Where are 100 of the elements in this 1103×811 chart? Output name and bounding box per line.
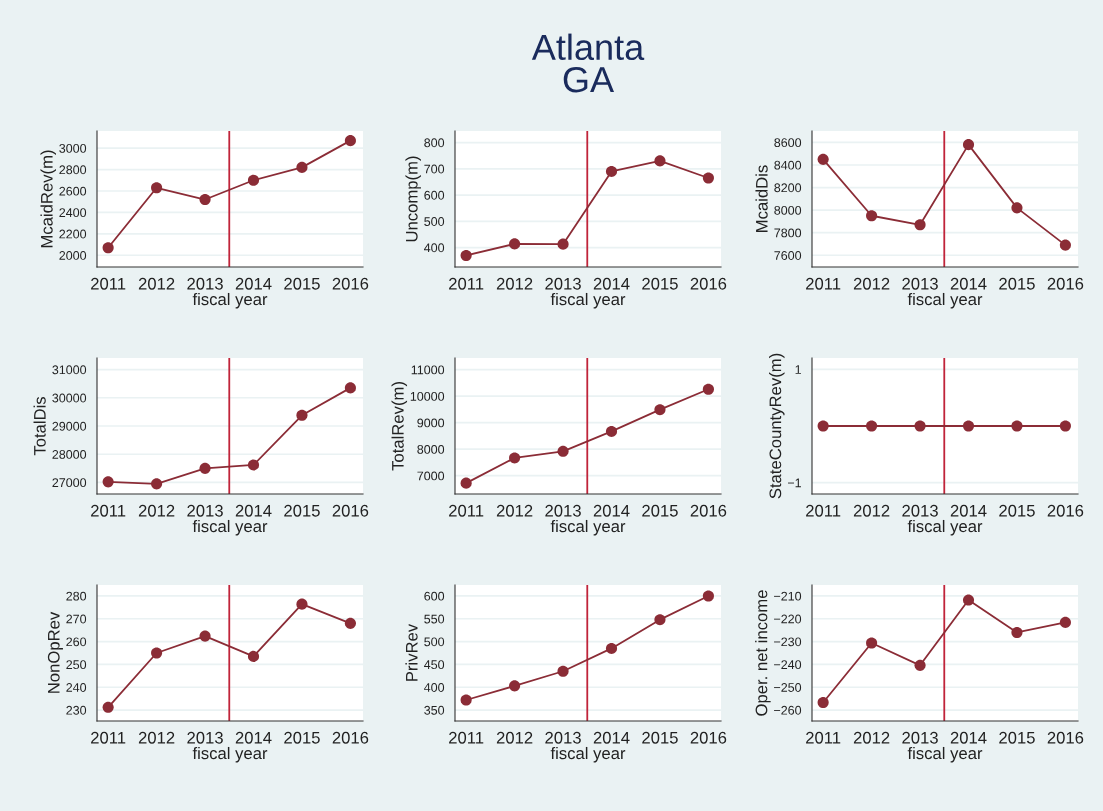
x-axis-title: fiscal year (550, 292, 626, 309)
x-tick-label: 2012 (853, 277, 890, 290)
point (654, 155, 666, 167)
y-tick-label: 270 (66, 614, 87, 624)
y-tick-label: 280 (66, 591, 87, 601)
x-tick-label: 2011 (449, 504, 484, 517)
x-tick-label: 2012 (496, 731, 533, 744)
x-tick-label: 2013 (545, 277, 581, 290)
x-tick-label: 2015 (999, 504, 1035, 517)
x-tick-label: 2011 (449, 277, 484, 290)
y-tick-label: −260 (774, 705, 802, 715)
x-axis-title: fiscal year (907, 292, 983, 309)
x-tick-label: 2011 (806, 731, 841, 744)
y-tick-label: −210 (774, 591, 802, 601)
y-tick-label: 7000 (417, 471, 445, 481)
point (866, 210, 878, 222)
y-tick-label: −250 (774, 683, 802, 692)
y-tick-label: 250 (66, 660, 87, 670)
point (509, 238, 521, 250)
point (344, 382, 356, 394)
point (296, 161, 308, 173)
point (817, 696, 829, 709)
point (962, 139, 975, 151)
point (509, 452, 521, 464)
y-tick-label: 31000 (52, 365, 87, 375)
x-tick-label: 2013 (545, 731, 581, 744)
point (557, 665, 569, 677)
point (914, 659, 926, 671)
y-tick-label: 400 (424, 243, 445, 253)
x-tick-label: 2013 (902, 277, 938, 290)
point (199, 630, 211, 642)
x-tick-label: 2016 (332, 731, 369, 744)
x-axis-title: fiscal year (907, 519, 983, 536)
y-tick-label: 500 (424, 217, 445, 226)
point (702, 172, 714, 184)
y-tick-label: 9000 (417, 418, 445, 428)
point (151, 647, 163, 659)
point (344, 617, 356, 629)
x-tick-label: 2012 (496, 504, 533, 517)
x-tick-label: 2014 (950, 277, 987, 290)
x-tick-label: 2014 (950, 731, 987, 744)
x-tick-label: 2013 (187, 277, 223, 290)
point (199, 462, 211, 474)
y-tick-label: 10000 (410, 391, 445, 401)
x-axis-title: fiscal year (192, 519, 268, 536)
x-tick-label: 2015 (999, 277, 1035, 290)
point (557, 445, 569, 457)
point (102, 701, 114, 713)
x-tick-label: 2012 (496, 277, 533, 290)
y-tick-label: −1 (787, 478, 801, 488)
y-tick-label: 400 (424, 683, 445, 692)
x-tick-label: 2012 (138, 731, 175, 744)
x-tick-label: 2014 (593, 277, 630, 290)
point (296, 409, 308, 421)
x-axis-title: fiscal year (192, 746, 268, 763)
y-tick-label: 7800 (774, 228, 802, 238)
y-tick-label: 8000 (774, 205, 802, 215)
y-tick-label: 700 (424, 164, 445, 174)
x-tick-label: 2014 (950, 504, 987, 517)
x-tick-label: 2016 (690, 504, 727, 517)
y-tick-label: 550 (424, 614, 445, 624)
x-tick-label: 2011 (449, 731, 484, 744)
y-tick-label: 800 (424, 138, 445, 148)
y-tick-label: 8000 (417, 445, 445, 454)
y-tick-label: 2600 (59, 186, 87, 196)
y-tick-label: 8200 (774, 183, 802, 193)
x-tick-label: 2014 (593, 504, 630, 517)
point (605, 425, 618, 437)
x-tick-label: 2013 (187, 504, 223, 517)
x-tick-label: 2016 (690, 731, 727, 744)
y-tick-label: 27000 (52, 478, 87, 488)
x-tick-label: 2012 (853, 504, 890, 517)
x-tick-label: 2015 (642, 731, 678, 744)
point (1059, 239, 1071, 251)
point (151, 478, 163, 490)
y-tick-label: −230 (774, 637, 802, 647)
x-tick-label: 2013 (545, 504, 581, 517)
y-axis-title: McaidRev(m) (40, 150, 56, 248)
y-axis-title: TotalDis (33, 396, 46, 456)
x-axis-title: fiscal year (192, 292, 268, 309)
x-tick-label: 2015 (999, 731, 1035, 744)
point (509, 680, 521, 692)
point (654, 404, 666, 416)
y-axis-title: PrivRev (405, 623, 418, 681)
chart-title: Atlanta GA (531, 33, 645, 93)
point (296, 598, 308, 610)
x-tick-label: 2015 (284, 731, 320, 744)
x-tick-label: 2016 (332, 277, 369, 290)
y-tick-label: 2800 (59, 165, 87, 175)
y-axis-title: McaidDis (755, 165, 768, 232)
x-tick-label: 2016 (1047, 504, 1084, 517)
point (654, 614, 666, 626)
y-tick-label: 450 (424, 660, 445, 670)
point (702, 590, 714, 602)
x-tick-label: 2016 (332, 504, 369, 517)
y-axis-title: NonOpRev (47, 611, 63, 693)
point (151, 182, 163, 194)
point (605, 642, 618, 654)
y-tick-label: 29000 (52, 421, 87, 431)
x-tick-label: 2014 (593, 731, 630, 744)
